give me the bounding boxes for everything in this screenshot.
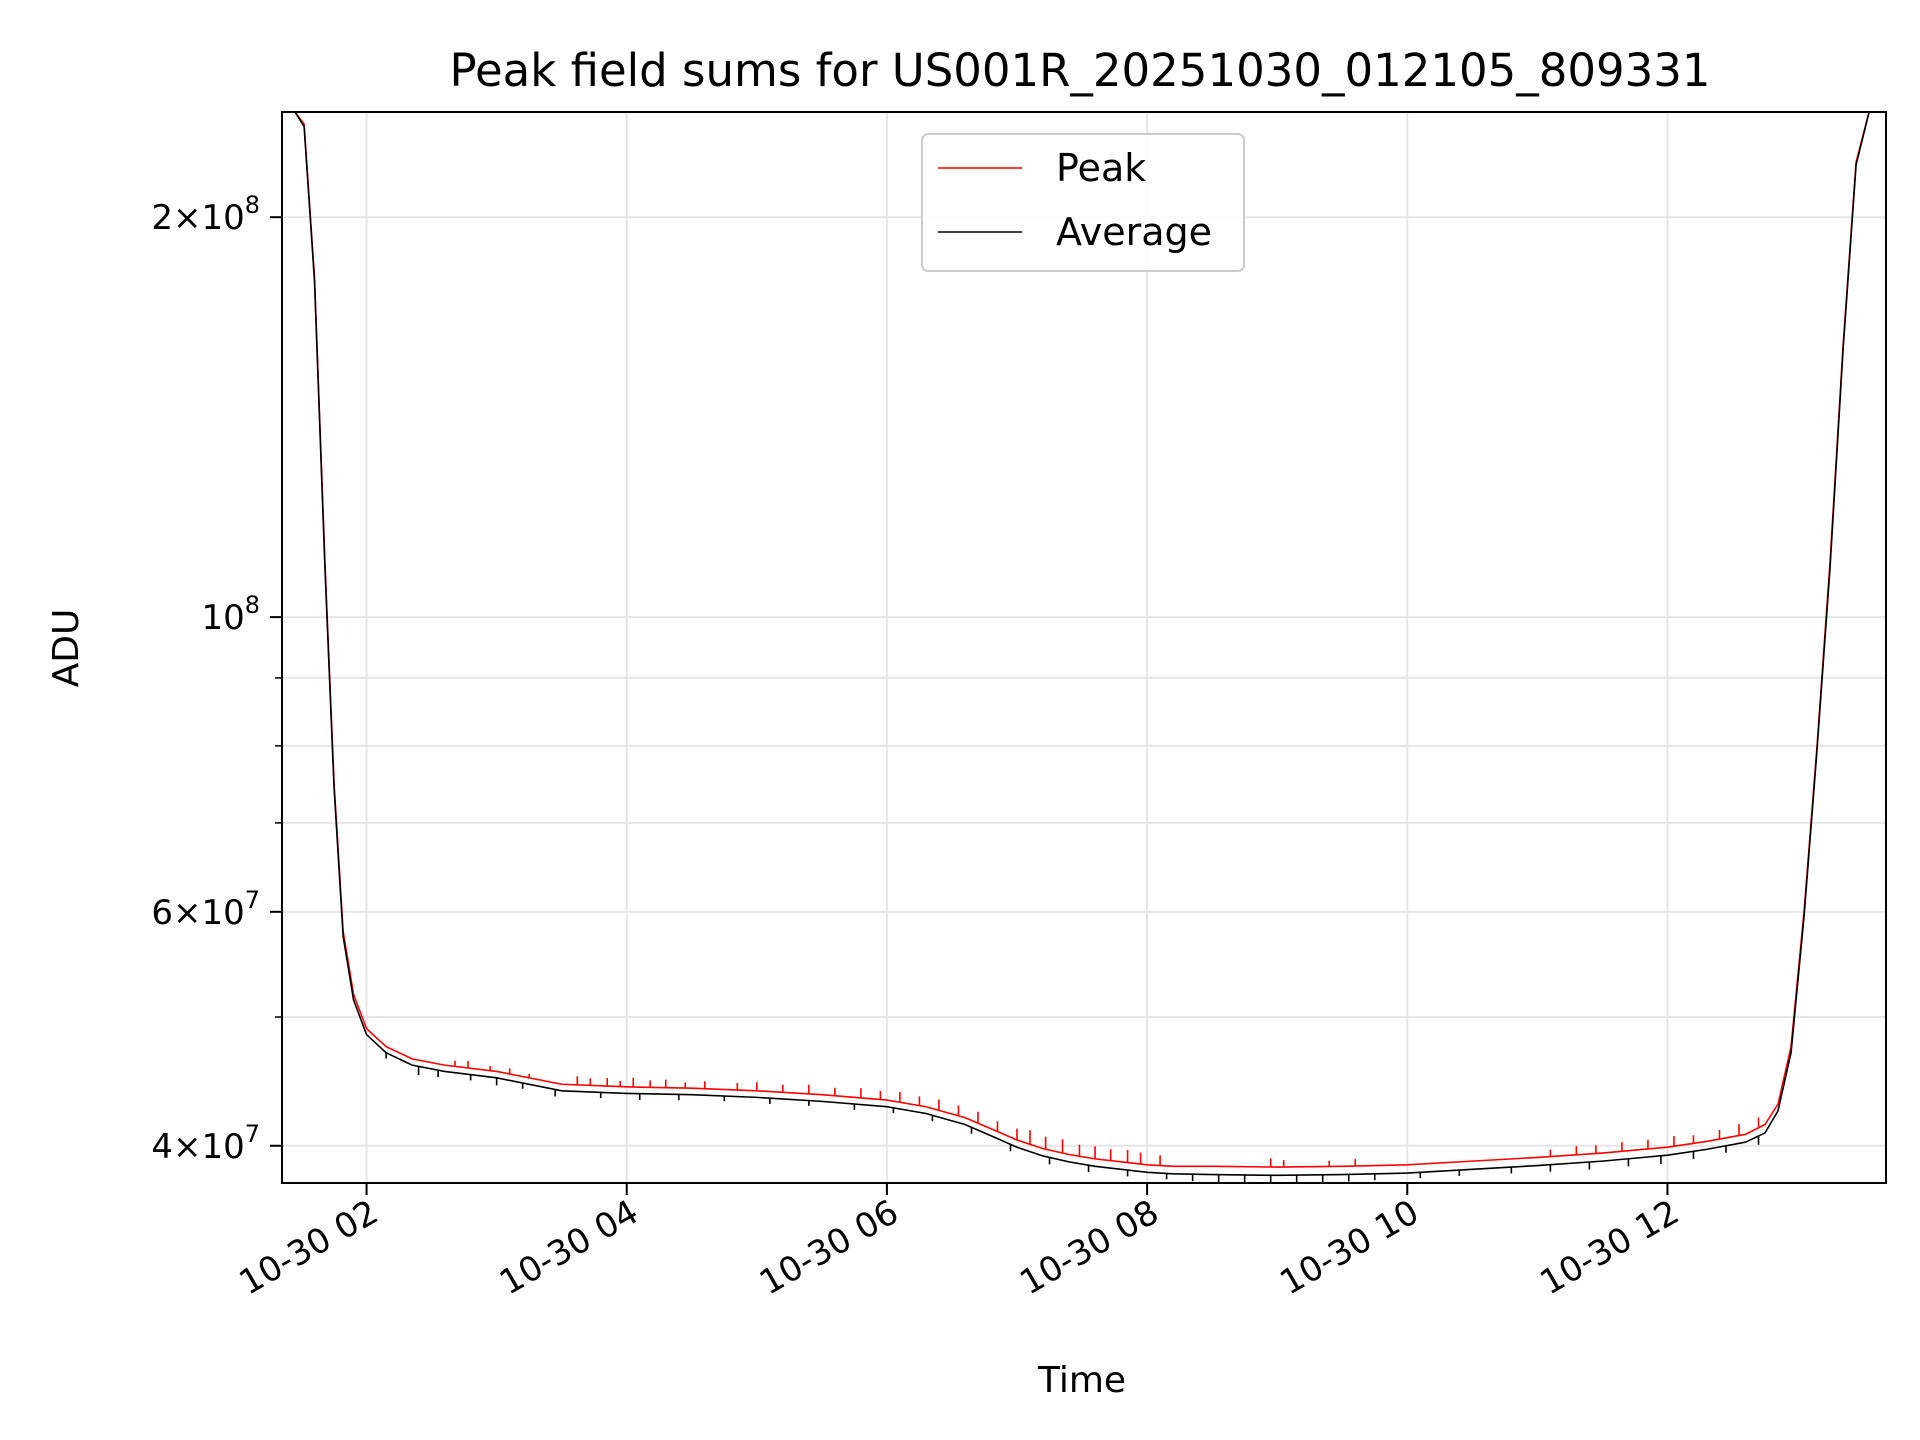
plot-frame	[281, 111, 1887, 1184]
y-tick-label: 4×107	[151, 1120, 260, 1167]
legend-label-average: Average	[1056, 210, 1212, 254]
x-axis-label: Time	[1037, 1360, 1126, 1401]
y-tick-mantissa: 6	[151, 893, 173, 933]
y-tick-exponent: 8	[245, 191, 260, 219]
y-tick-label: 108	[201, 591, 260, 638]
y-tick-base: 10	[201, 598, 244, 638]
series-average	[294, 112, 1886, 1183]
series-peak	[294, 112, 1886, 1168]
chart-title: Peak field sums for US001R_20251030_0121…	[449, 44, 1710, 97]
y-tick-multiply-sign: ×10	[173, 893, 245, 933]
peak-line	[294, 112, 1886, 1168]
y-tick-multiply-sign: ×10	[173, 198, 245, 238]
y-tick-mantissa: 2	[151, 198, 173, 238]
y-tick-label: 6×107	[151, 886, 260, 933]
y-tick-mantissa: 4	[151, 1127, 173, 1167]
y-tick-exponent: 7	[245, 1120, 260, 1148]
y-tick-exponent: 8	[245, 591, 260, 619]
y-axis-label: ADU	[46, 609, 87, 688]
legend-label-peak: Peak	[1056, 146, 1146, 190]
series-layer	[294, 112, 1886, 1183]
legend: Peak Average	[921, 133, 1245, 272]
y-tick-label: 2×108	[151, 191, 260, 238]
y-tick-multiply-sign: ×10	[173, 1127, 245, 1167]
average-line	[294, 112, 1886, 1177]
y-tick-exponent: 7	[245, 886, 260, 914]
